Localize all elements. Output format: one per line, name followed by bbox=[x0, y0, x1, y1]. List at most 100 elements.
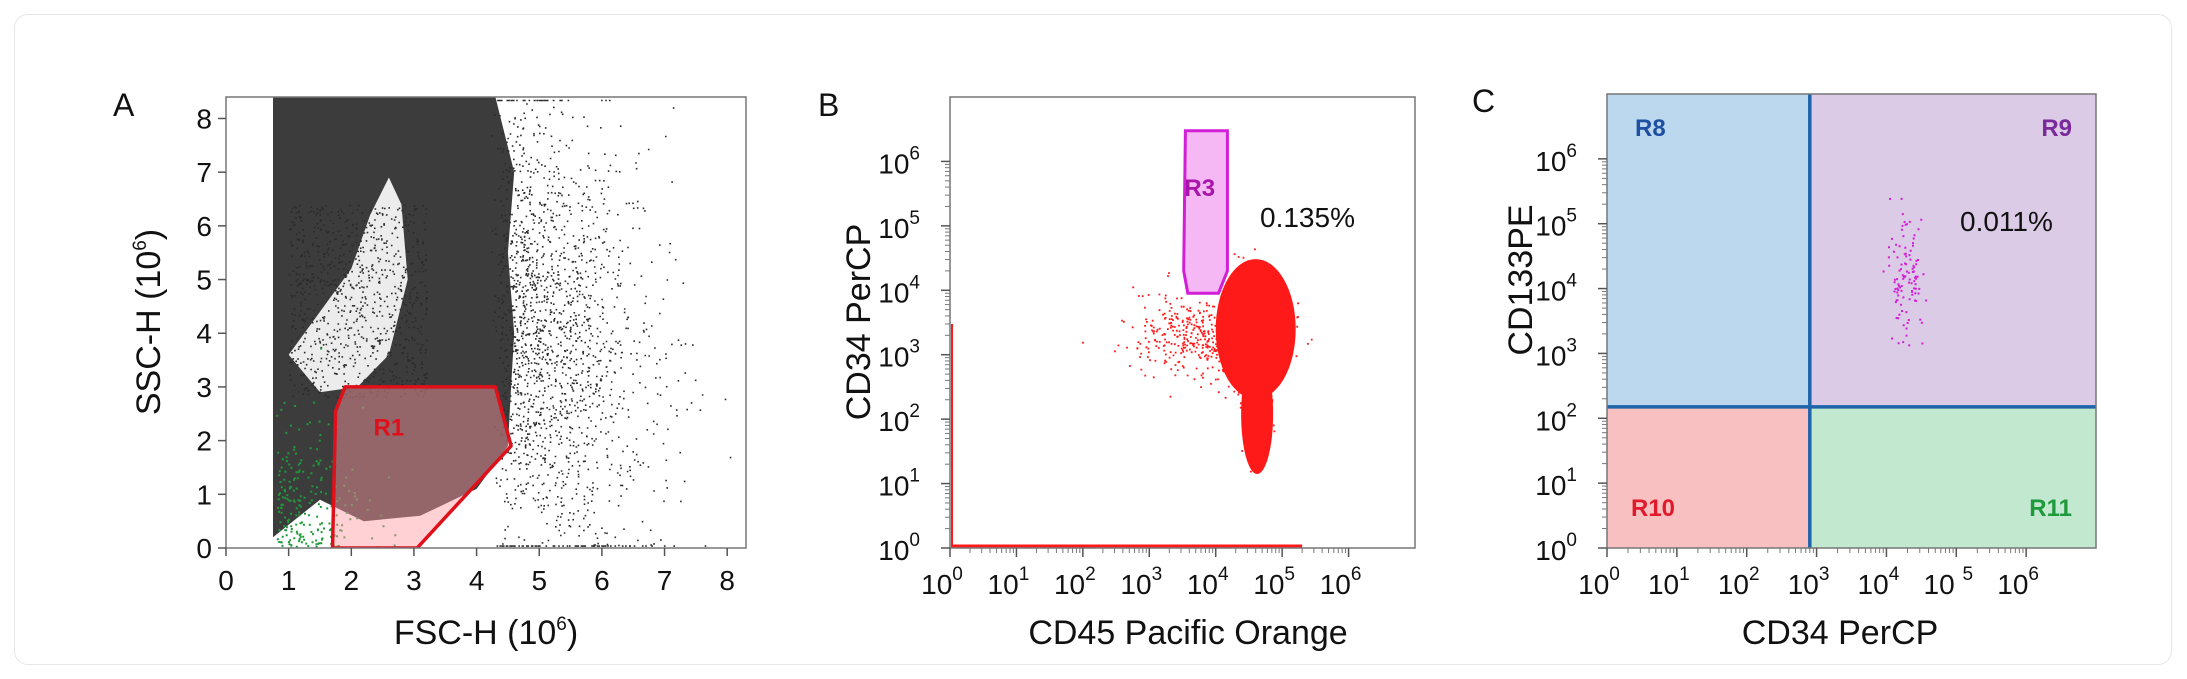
x-tick-exp: 1 bbox=[1679, 564, 1690, 585]
y-tick-label: 100 bbox=[878, 530, 920, 566]
x-tick-label: 104 bbox=[1187, 564, 1229, 600]
y-tick-base: 10 bbox=[1535, 146, 1566, 177]
x-tick-base: 10 bbox=[1054, 569, 1085, 600]
y-tick-base: 10 bbox=[878, 342, 909, 373]
y-tick-base: 10 bbox=[878, 471, 909, 502]
y-tick-exp: 1 bbox=[909, 466, 920, 487]
x-tick-base: 10 bbox=[1578, 569, 1609, 600]
x-tick-base: 10 bbox=[1788, 569, 1819, 600]
y-tick-base: 10 bbox=[878, 535, 909, 566]
panel-letter-c: C bbox=[1472, 83, 1495, 119]
x-tick-label: 4 bbox=[469, 565, 485, 596]
x-tick-exp: 6 bbox=[2028, 564, 2039, 585]
x-tick-exp: 5 bbox=[1284, 564, 1295, 585]
y-tick-exp: 6 bbox=[909, 143, 920, 164]
x-tick-label: 7 bbox=[657, 565, 673, 596]
x-tick-label: 2 bbox=[344, 565, 360, 596]
x-tick-base: 10 bbox=[1253, 569, 1284, 600]
x-tick-base: 10 bbox=[1320, 569, 1351, 600]
y-tick-base: 10 bbox=[1535, 405, 1566, 436]
y-tick-base: 10 bbox=[1535, 340, 1566, 371]
x-tick-label: 106 bbox=[1320, 564, 1362, 600]
y-tick-base: 10 bbox=[878, 406, 909, 437]
y-tick-label: 100 bbox=[1535, 530, 1577, 566]
y-tick-label: 101 bbox=[878, 466, 920, 502]
x-tick-label: 100 bbox=[921, 564, 963, 600]
y-tick-exp: 0 bbox=[1566, 530, 1577, 551]
y-tick-exp: 3 bbox=[1566, 335, 1577, 356]
x-tick-label: 104 bbox=[1858, 564, 1900, 600]
y-tick-exp: 2 bbox=[909, 401, 920, 422]
x-tick-label: 101 bbox=[988, 564, 1030, 600]
gate-percentage-r3: 0.135% bbox=[1260, 202, 1355, 233]
y-tick-exp: 5 bbox=[909, 208, 920, 229]
y-tick-label: 105 bbox=[1535, 206, 1577, 242]
x-tick-exp: 0 bbox=[1609, 564, 1620, 585]
quadrant-label-r11: R11 bbox=[2029, 495, 2072, 522]
y-tick-label: 3 bbox=[196, 372, 212, 403]
x-tick-label: 103 bbox=[1120, 564, 1162, 600]
dense-cluster bbox=[1215, 259, 1296, 400]
quadrant-label-r9: R9 bbox=[2041, 115, 2072, 142]
gate-r1 bbox=[330, 385, 513, 548]
x-tick-exp: 6 bbox=[1351, 564, 1362, 585]
y-tick-exp: 0 bbox=[909, 530, 920, 551]
x-tick-base: 10 bbox=[1187, 569, 1218, 600]
x-tick-base: 10 bbox=[921, 569, 952, 600]
y-tick-label: 102 bbox=[878, 401, 920, 437]
x-tick-exp: 3 bbox=[1819, 564, 1830, 585]
x-tick-label: 102 bbox=[1054, 564, 1096, 600]
x-tick-label: 6 bbox=[594, 565, 610, 596]
x-tick-base: 10 bbox=[1858, 569, 1889, 600]
gate-r3 bbox=[1182, 129, 1229, 295]
x-tick-exp: 0 bbox=[952, 564, 963, 585]
panel-b: B 100 101 102 103 104 105 10610010110210310410… bbox=[818, 87, 1416, 652]
y-tick-label: 7 bbox=[196, 157, 212, 188]
y-tick-base: 10 bbox=[1535, 276, 1566, 307]
quadrant-label-r10: R10 bbox=[1631, 495, 1675, 522]
x-axis-title-a: FSC-H (106) bbox=[394, 614, 578, 652]
x-tick-label: 8 bbox=[719, 565, 735, 596]
y-tick-exp: 3 bbox=[909, 337, 920, 358]
y-tick-label: 101 bbox=[1535, 465, 1577, 501]
axes-a: 0 1 2 3 4 5 6 7 8 0 1 2 3 4 5 6 7 8 bbox=[196, 103, 735, 596]
quadrant-r8 bbox=[1607, 94, 1810, 407]
plot-border-b bbox=[949, 96, 1416, 549]
y-tick-label: 0 bbox=[196, 533, 212, 564]
gate-label-r3: R3 bbox=[1184, 175, 1215, 202]
x-tick-exp: 4 bbox=[1889, 564, 1900, 585]
panel-c: C 100 101 102 103 104 10 5 1061001011021031041… bbox=[1472, 83, 2097, 652]
y-tick-label: 2 bbox=[196, 426, 212, 457]
y-axis-title-b: CD34 PerCP bbox=[840, 224, 878, 421]
x-tick-exp: 2 bbox=[1085, 564, 1096, 585]
x-tick-exp: 1 bbox=[1019, 564, 1030, 585]
y-tick-exp: 1 bbox=[1566, 465, 1577, 486]
y-tick-label: 102 bbox=[1535, 400, 1577, 436]
quadrant-r10 bbox=[1607, 406, 1810, 548]
dense-tail bbox=[1241, 354, 1274, 475]
y-axis-title-c: CD133PE bbox=[1502, 204, 1540, 355]
data-layer-c bbox=[1607, 94, 2096, 548]
x-tick-label: 0 bbox=[218, 565, 234, 596]
x-tick-base: 10 bbox=[1648, 569, 1679, 600]
x-tick-label: 103 bbox=[1788, 564, 1830, 600]
x-tick-base: 10 bbox=[1120, 569, 1151, 600]
x-tick-base: 10 bbox=[988, 569, 1019, 600]
y-tick-label: 103 bbox=[1535, 335, 1577, 371]
plot-border-a bbox=[225, 96, 747, 549]
quadrant-label-r8: R8 bbox=[1635, 115, 1666, 142]
x-tick-label: 102 bbox=[1718, 564, 1760, 600]
y-tick-base: 10 bbox=[878, 277, 909, 308]
data-layer-a bbox=[273, 97, 732, 548]
y-tick-label: 104 bbox=[1535, 271, 1577, 307]
y-tick-exp: 2 bbox=[1566, 400, 1577, 421]
x-tick-label: 1 bbox=[281, 565, 297, 596]
data-layer-b bbox=[951, 129, 1313, 548]
y-tick-label: 5 bbox=[196, 265, 212, 296]
y-tick-base: 10 bbox=[878, 213, 909, 244]
x-tick-exp: 2 bbox=[1749, 564, 1760, 585]
axes-c: 100 101 102 103 104 10 5 106100101102103104105… bbox=[1535, 141, 2039, 600]
y-tick-label: 106 bbox=[878, 143, 920, 179]
gate-label-r1: R1 bbox=[374, 414, 405, 441]
